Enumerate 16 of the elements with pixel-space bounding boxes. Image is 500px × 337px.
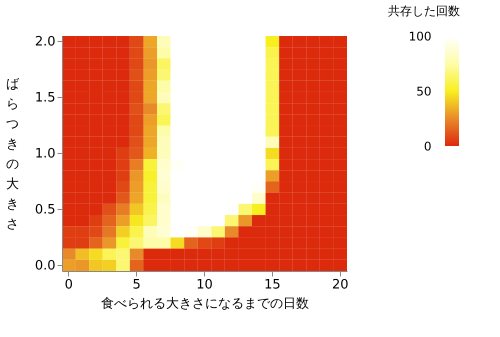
x-tick-label: 0 — [64, 278, 73, 292]
x-tick-label: 20 — [332, 278, 348, 292]
color-bar-label: 0 — [424, 140, 432, 154]
color-bar-label: 50 — [416, 84, 432, 98]
y-tick-label: 1.0 — [34, 146, 56, 162]
x-tick-label: 15 — [264, 278, 281, 292]
y-tick-label: 0.5 — [34, 202, 56, 218]
color-bar-title: 共存した回数 — [388, 4, 460, 18]
y-axis-title: ばらつきの大きさ — [6, 77, 20, 232]
x-axis-title: 食べられる大きさになるまでの日数 — [101, 296, 309, 312]
y-tick-label: 2.0 — [34, 34, 56, 50]
y-tick-label: 0.0 — [34, 258, 56, 274]
x-tick-label: 10 — [196, 278, 213, 292]
color-bar-label: 100 — [408, 30, 432, 44]
x-tick-label: 5 — [132, 278, 141, 292]
y-tick-label: 1.5 — [34, 90, 56, 106]
